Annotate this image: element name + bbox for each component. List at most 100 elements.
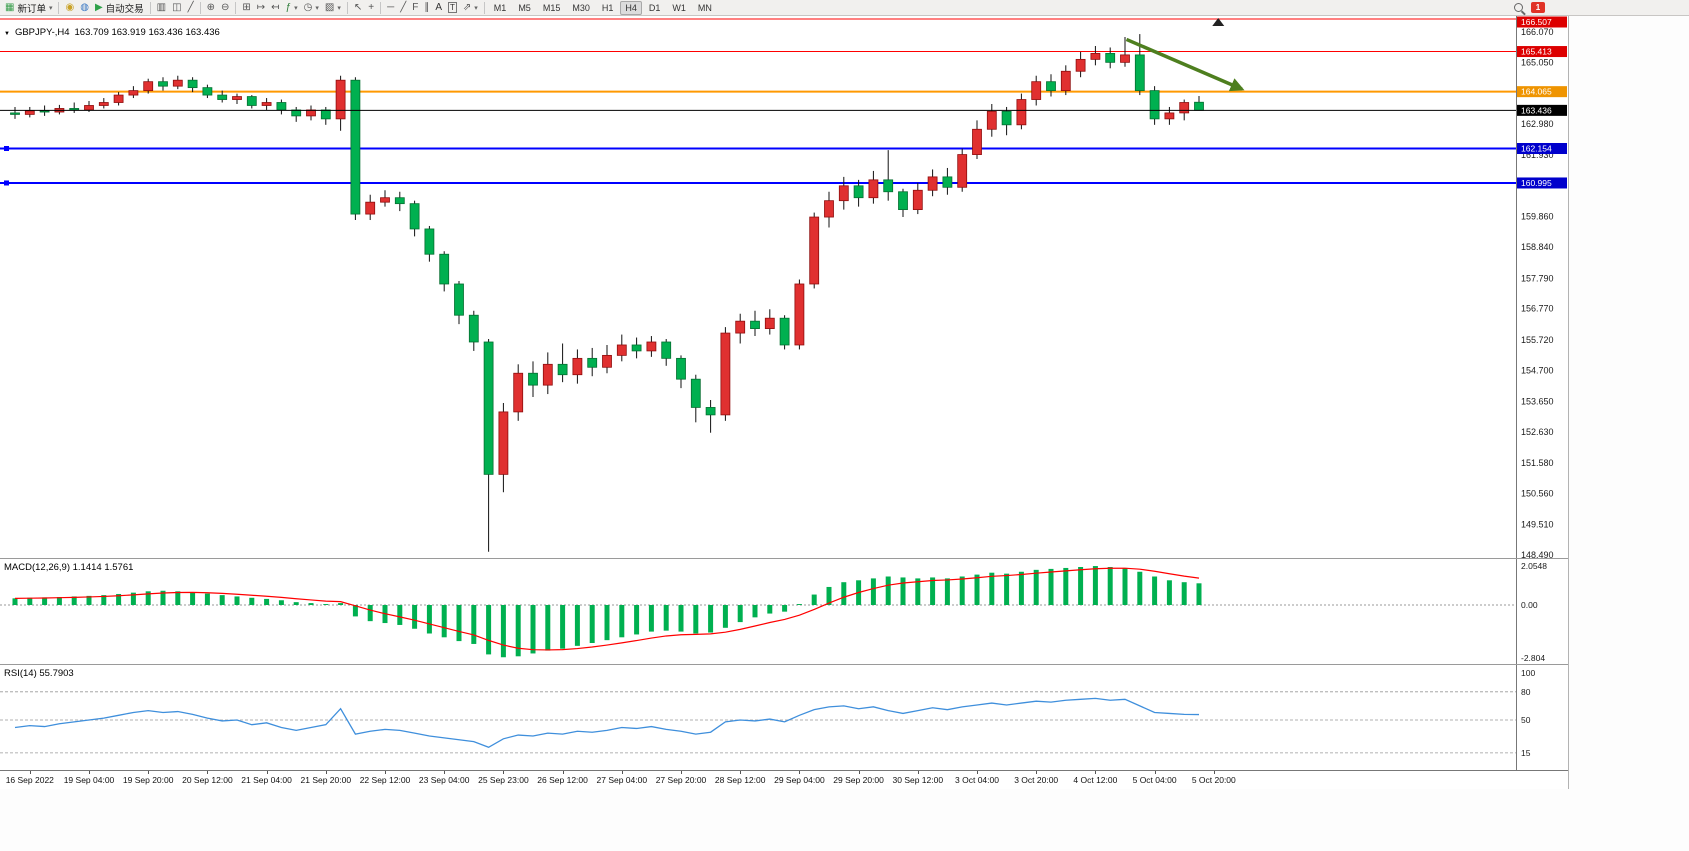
candle-body — [572, 357, 583, 376]
candle-body — [276, 102, 287, 111]
price-axis-tick: 154.700 — [1521, 365, 1554, 375]
timeframe-button-m5[interactable]: M5 — [518, 2, 531, 13]
macd-histogram-bar — [27, 597, 33, 605]
shift-marker-icon[interactable] — [1212, 18, 1225, 26]
candle-body — [1075, 58, 1086, 72]
time-axis-label: 28 Sep 12:00 — [714, 775, 766, 785]
candle-body — [661, 341, 672, 359]
macd-histogram-bar — [278, 600, 284, 605]
equidistant-channel-button[interactable]: ∥ — [421, 1, 432, 15]
line-handle[interactable] — [4, 146, 9, 152]
candle-body — [986, 111, 997, 130]
time-axis[interactable]: 16 Sep 2022 19 Sep 04:00 19 Sep 20:00 20 Se… — [0, 770, 1568, 791]
timeframe-button-h4[interactable]: H4 — [620, 0, 642, 15]
time-axis-tick — [681, 771, 682, 774]
macd-histogram-bar — [1033, 569, 1039, 605]
macd-histogram-bar — [515, 605, 521, 657]
main-chart-panel: 166.070165.050164.030162.980161.930160.9… — [0, 16, 1568, 558]
auto-scroll-button[interactable]: ↦ — [254, 1, 268, 15]
time-axis-label: 27 Sep 20:00 — [655, 775, 707, 785]
chart-shift-button[interactable]: ↤ — [268, 1, 282, 15]
time-axis-tick — [325, 771, 327, 774]
news-button[interactable]: ◍ — [77, 1, 92, 15]
new-order-button[interactable]: ▦ 新订单 — [2, 1, 55, 15]
candle-body — [187, 79, 198, 89]
trend-arrow[interactable] — [1125, 37, 1245, 92]
candle-body — [1134, 54, 1145, 92]
timeframe-button-m15[interactable]: M15 — [542, 2, 561, 13]
clock-icon: ◷ — [303, 1, 313, 13]
chevron-down-icon — [315, 2, 319, 13]
crosshair-button[interactable]: + — [365, 1, 377, 15]
toolbar-separator — [380, 1, 382, 14]
macd-histogram-bar — [959, 576, 965, 605]
timeframe-button-m1[interactable]: M1 — [493, 2, 507, 13]
time-axis-tick — [385, 771, 386, 774]
timeframe-button-w1[interactable]: W1 — [672, 2, 686, 13]
line-chart-button[interactable]: ╱ — [185, 1, 197, 15]
candle-body — [927, 176, 938, 191]
price-axis-tick: 158.840 — [1521, 242, 1554, 252]
candle-body — [394, 197, 405, 205]
zoom-out-button[interactable]: ⊖ — [218, 1, 232, 15]
macd-histogram-bar — [619, 605, 625, 638]
bar-chart-icon: ▥ — [156, 1, 167, 13]
arrows-button[interactable]: ⇗ — [460, 1, 481, 15]
time-axis-label: 30 Sep 12:00 — [892, 775, 944, 785]
cursor-icon: ↖ — [353, 1, 363, 13]
macd-histogram-bar — [560, 605, 566, 649]
line-handle[interactable] — [4, 180, 9, 186]
price-axis-tick: 161.930 — [1521, 150, 1554, 160]
alerts-button[interactable]: ◉ — [62, 1, 77, 15]
indicators-button[interactable]: ƒ — [283, 1, 301, 15]
macd-chart[interactable]: 2.0548 0.00 -2.804 — [0, 559, 1568, 664]
candle-body — [764, 317, 775, 330]
periods-button[interactable]: ◷ — [301, 1, 322, 15]
macd-histogram-bar — [234, 596, 240, 605]
macd-histogram-bar — [604, 605, 610, 641]
macd-histogram-bar — [1048, 568, 1054, 605]
timeframe-button-d1[interactable]: D1 — [648, 2, 661, 13]
time-axis-tick — [148, 771, 150, 774]
price-axis-tick: 148.490 — [1521, 550, 1554, 558]
text-button[interactable]: A — [432, 1, 445, 15]
time-axis-tick — [799, 771, 801, 774]
templates-button[interactable]: ▨ — [322, 1, 344, 15]
time-axis-tick — [29, 771, 31, 774]
macd-histogram-bar — [767, 605, 773, 614]
notification-badge[interactable]: 1 — [1531, 2, 1545, 13]
bell-icon: ◉ — [65, 1, 75, 13]
timeframe-button-mn[interactable]: MN — [697, 2, 712, 13]
candle-body — [1105, 53, 1116, 63]
toolbar-separator — [58, 1, 60, 14]
macd-histogram-bar — [826, 586, 832, 605]
chart-shift-icon: ↤ — [271, 1, 280, 13]
macd-histogram-bar — [190, 592, 196, 605]
timeframe-button-m30[interactable]: M30 — [572, 2, 590, 13]
cursor-button[interactable]: ↖ — [351, 1, 365, 15]
macd-histogram-bar — [323, 604, 329, 605]
zoom-in-button[interactable]: ⊕ — [204, 1, 218, 15]
timeframe-button-h1[interactable]: H1 — [601, 2, 614, 13]
candle-body — [1001, 111, 1012, 126]
price-axis-tick: 162.980 — [1521, 119, 1554, 129]
horizontal-line-button[interactable]: ─ — [384, 1, 397, 15]
price-axis-tick: 155.720 — [1521, 335, 1554, 345]
macd-histogram-bar — [574, 605, 580, 646]
autotrade-button[interactable]: ▶ 自动交易 — [92, 1, 147, 15]
fibonacci-button[interactable]: F — [409, 1, 421, 15]
macd-histogram-bar — [293, 602, 299, 605]
candle-body — [365, 201, 376, 215]
bar-chart-button[interactable]: ▥ — [154, 1, 169, 15]
tile-windows-button[interactable]: ⊞ — [239, 1, 253, 15]
trendline-button[interactable]: ╱ — [397, 1, 409, 15]
rsi-chart[interactable]: 100 80 50 15 — [0, 665, 1568, 770]
candlestick-chart[interactable]: 166.070165.050164.030162.980161.930160.9… — [0, 16, 1568, 558]
candle-body — [439, 253, 450, 285]
macd-histogram-bar — [116, 593, 122, 605]
chevron-down-icon — [294, 2, 298, 13]
candlestick-chart-button[interactable]: ◫ — [169, 1, 184, 15]
search-icon[interactable] — [1514, 3, 1523, 12]
text-label-button[interactable]: T — [445, 1, 460, 15]
time-axis-tick — [917, 771, 919, 774]
